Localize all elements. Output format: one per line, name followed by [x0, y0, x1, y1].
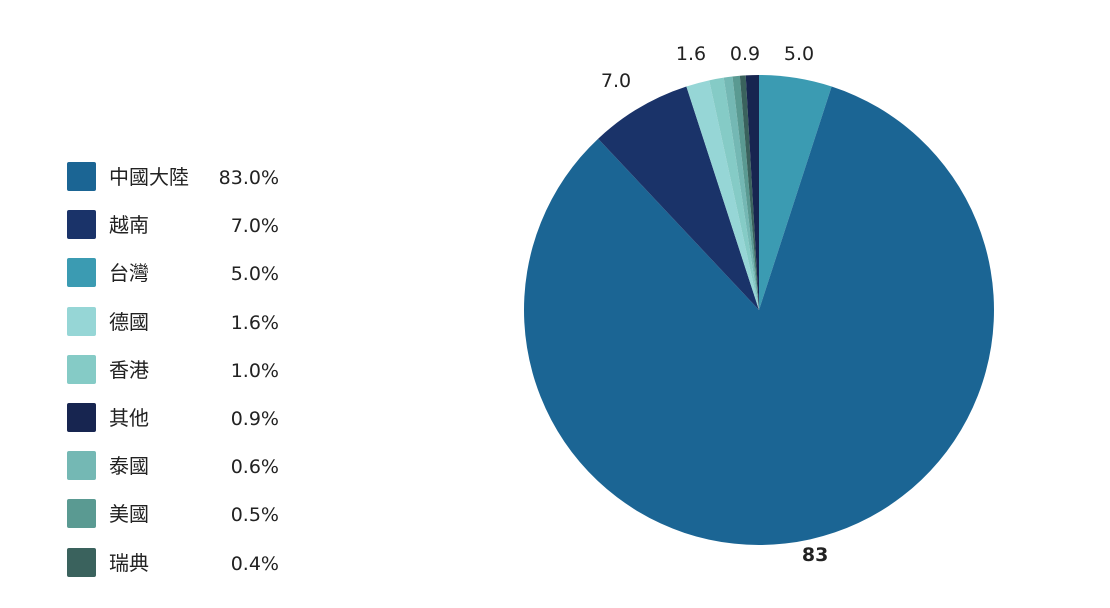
pie-slice — [759, 75, 832, 310]
slice-label: 1.6 — [676, 43, 706, 65]
legend-item: 香港 1.0% — [67, 354, 297, 403]
legend-label: 德國 — [109, 309, 149, 334]
slice-label: 5.0 — [784, 43, 814, 65]
legend-percent: 1.0% — [230, 359, 279, 382]
slice-label: 83 — [802, 544, 828, 566]
slice-label: 7.0 — [601, 70, 631, 92]
pie-slice — [686, 80, 759, 310]
legend-label: 台灣 — [109, 261, 149, 286]
pie-slice — [598, 86, 759, 310]
legend-percent: 0.5% — [230, 504, 279, 527]
legend-label: 瑞典 — [109, 550, 149, 575]
legend-item: 德國 1.6% — [67, 306, 297, 355]
legend-swatch — [67, 547, 96, 577]
slice-label: 0.9 — [730, 43, 760, 65]
legend-percent: 0.9% — [230, 407, 279, 430]
legend-item: 台灣 5.0% — [67, 258, 297, 306]
legend-percent: 0.4% — [230, 552, 279, 575]
pie-slice — [732, 75, 759, 310]
legend-swatch — [67, 258, 96, 288]
legend-swatch — [67, 306, 96, 336]
legend-label: 香港 — [109, 357, 149, 382]
legend-item: 美國 0.5% — [67, 499, 297, 547]
legend-swatch — [67, 402, 96, 432]
legend-percent: 7.0% — [230, 215, 279, 238]
pie-slice — [745, 75, 759, 310]
pie-slice — [723, 76, 759, 310]
legend-swatch — [67, 162, 96, 191]
legend-item: 其他 0.9% — [67, 402, 297, 451]
legend-item: 泰國 0.6% — [67, 451, 297, 499]
legend-label: 其他 — [109, 405, 149, 430]
legend-swatch — [67, 499, 96, 529]
pie-slice — [709, 77, 759, 310]
legend-label: 泰國 — [109, 454, 149, 479]
legend-swatch — [67, 210, 96, 240]
legend-percent: 0.6% — [230, 456, 279, 479]
legend-item: 越南 7.0% — [67, 210, 297, 258]
legend-label: 中國大陸 — [109, 165, 189, 189]
legend-item: 瑞典 0.4% — [67, 547, 297, 596]
legend-swatch — [67, 451, 96, 481]
pie-slice — [739, 75, 759, 310]
legend-label: 越南 — [109, 213, 149, 238]
pie-slice — [523, 86, 994, 545]
legend-item: 中國大陸 83.0% — [67, 162, 297, 210]
legend-swatch — [67, 354, 96, 384]
legend-percent: 1.6% — [230, 311, 279, 334]
chart-legend: 中國大陸 83.0% 越南 7.0% 台灣 5.0% 德國 1.6% 香港 1.0% 其他 0.9% 泰… — [67, 162, 297, 596]
legend-percent: 5.0% — [230, 263, 279, 286]
legend-label: 美國 — [109, 502, 149, 527]
legend-percent: 83.0% — [218, 167, 279, 189]
